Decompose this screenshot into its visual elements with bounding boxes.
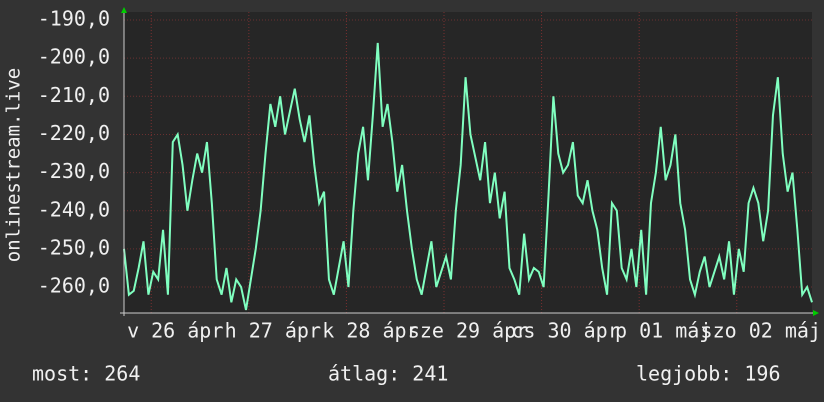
y-tick-label: -220,0 [38, 121, 110, 145]
x-tick-label: h 27 ápr [225, 319, 321, 343]
stat-now: most: 264 [32, 362, 140, 386]
y-tick-label: -200,0 [38, 45, 110, 69]
plot-area [124, 12, 812, 313]
stat-average: átlag: 241 [328, 362, 448, 386]
y-tick-label: -210,0 [38, 83, 110, 107]
x-tick-label: sze 29 ápr [408, 319, 528, 343]
stat-best: legjobb: 196 [636, 362, 781, 386]
y-tick-label: -190,0 [38, 7, 110, 31]
y-tick-label: -260,0 [38, 274, 110, 298]
y-axis-title: onlinestream.live [3, 68, 25, 262]
x-tick-label: szo 02 máj [701, 319, 821, 343]
y-tick-label: -250,0 [38, 235, 110, 259]
x-tick-label: k 28 ápr [322, 319, 418, 343]
data-line [123, 42, 813, 311]
x-tick-label: v 26 ápr [127, 319, 223, 343]
y-tick-label: -240,0 [38, 197, 110, 221]
axis-arrow [121, 7, 127, 13]
x-tick-label: p 01 máj [615, 319, 711, 343]
x-tick-label: cs 30 ápr [511, 319, 619, 343]
axis-arrow [813, 310, 819, 316]
marks [123, 42, 813, 311]
y-tick-label: -230,0 [38, 159, 110, 183]
